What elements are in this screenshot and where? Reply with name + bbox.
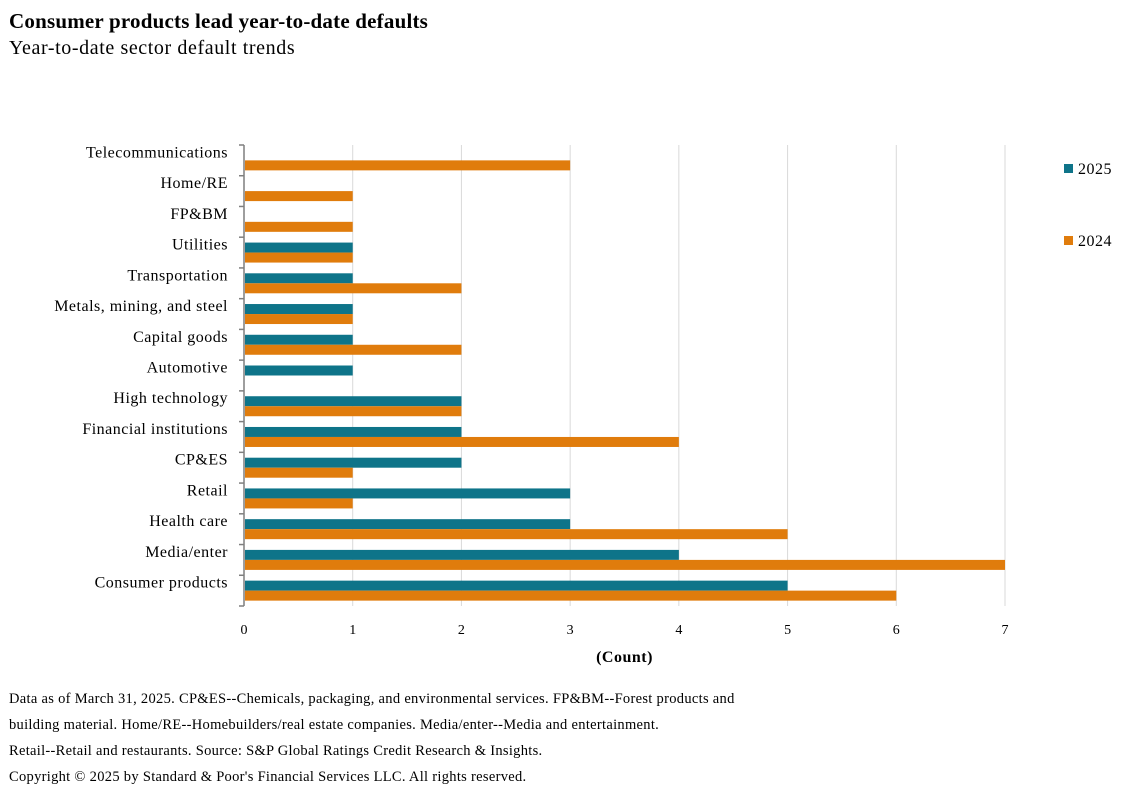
bar-2024: [245, 252, 353, 263]
category-label: Capital goods: [133, 329, 228, 346]
category-label: Retail: [187, 482, 228, 499]
x-tick-label: 3: [567, 623, 574, 638]
legend-label: 2025: [1078, 161, 1112, 178]
x-tick-label: 2: [458, 623, 465, 638]
category-label: Consumer products: [95, 575, 228, 592]
x-tick-label: 4: [675, 623, 682, 638]
bar-2024: [245, 529, 788, 540]
legend-label: 2024: [1078, 233, 1112, 250]
category-label: Home/RE: [161, 175, 229, 192]
bar-chart: Telecommunications Home/RE FP&BM Utilities T…: [54, 144, 1112, 666]
category-label: Automotive: [147, 360, 228, 377]
bar-2024: [245, 498, 353, 509]
bar-2024: [245, 467, 353, 478]
bar-2024: [245, 344, 462, 355]
bar-2025: [245, 580, 788, 591]
category-label: Media/enter: [145, 544, 228, 561]
chart-title: Consumer products lead year-to-date defa…: [9, 9, 429, 33]
category-label: Utilities: [172, 237, 228, 254]
footnotes: Data as of March 31, 2025. CP&ES--Chemic…: [9, 686, 735, 790]
footnote-line: Retail--Retail and restaurants. Source: …: [9, 743, 543, 759]
bar-2025: [245, 304, 353, 315]
bar-2025: [245, 457, 462, 468]
x-tick-label: 1: [349, 623, 356, 638]
legend-swatch: [1064, 236, 1073, 245]
x-tick-label: 5: [784, 623, 791, 638]
bar-2024: [245, 406, 462, 417]
bar-2024: [245, 283, 462, 294]
bar-2024: [245, 559, 1005, 570]
footnote-line: Copyright © 2025 by Standard & Poor's Fi…: [9, 769, 527, 785]
bar-2025: [245, 242, 353, 253]
category-label: Transportation: [127, 267, 228, 284]
bar-2024: [245, 590, 897, 601]
category-label: Financial institutions: [82, 421, 228, 438]
category-label: Metals, mining, and steel: [54, 298, 228, 315]
bar-2025: [245, 488, 571, 499]
bar-2025: [245, 365, 353, 376]
footnote-line: building material. Home/RE--Homebuilders…: [9, 717, 660, 733]
category-label: Telecommunications: [86, 144, 228, 161]
bar-2024: [245, 314, 353, 325]
category-label: FP&BM: [170, 206, 228, 223]
bar-2025: [245, 273, 353, 284]
chart-subtitle: Year-to-date sector default trends: [9, 37, 296, 59]
bar-2025: [245, 396, 462, 407]
x-tick-label: 0: [241, 623, 248, 638]
bar-2024: [245, 436, 679, 447]
bar-2024: [245, 160, 571, 171]
category-label: High technology: [113, 390, 228, 407]
x-tick-label: 6: [893, 623, 900, 638]
bar-2024: [245, 221, 353, 232]
x-axis-title: (Count): [596, 649, 653, 666]
x-tick-label: 7: [1002, 623, 1009, 638]
bar-2024: [245, 191, 353, 202]
category-label: CP&ES: [175, 452, 228, 469]
legend-swatch: [1064, 164, 1073, 173]
bar-2025: [245, 519, 571, 530]
bar-2025: [245, 426, 462, 437]
bar-2025: [245, 549, 679, 560]
bar-2025: [245, 334, 353, 345]
footnote-line: Data as of March 31, 2025. CP&ES--Chemic…: [9, 691, 735, 707]
category-label: Health care: [149, 513, 228, 530]
